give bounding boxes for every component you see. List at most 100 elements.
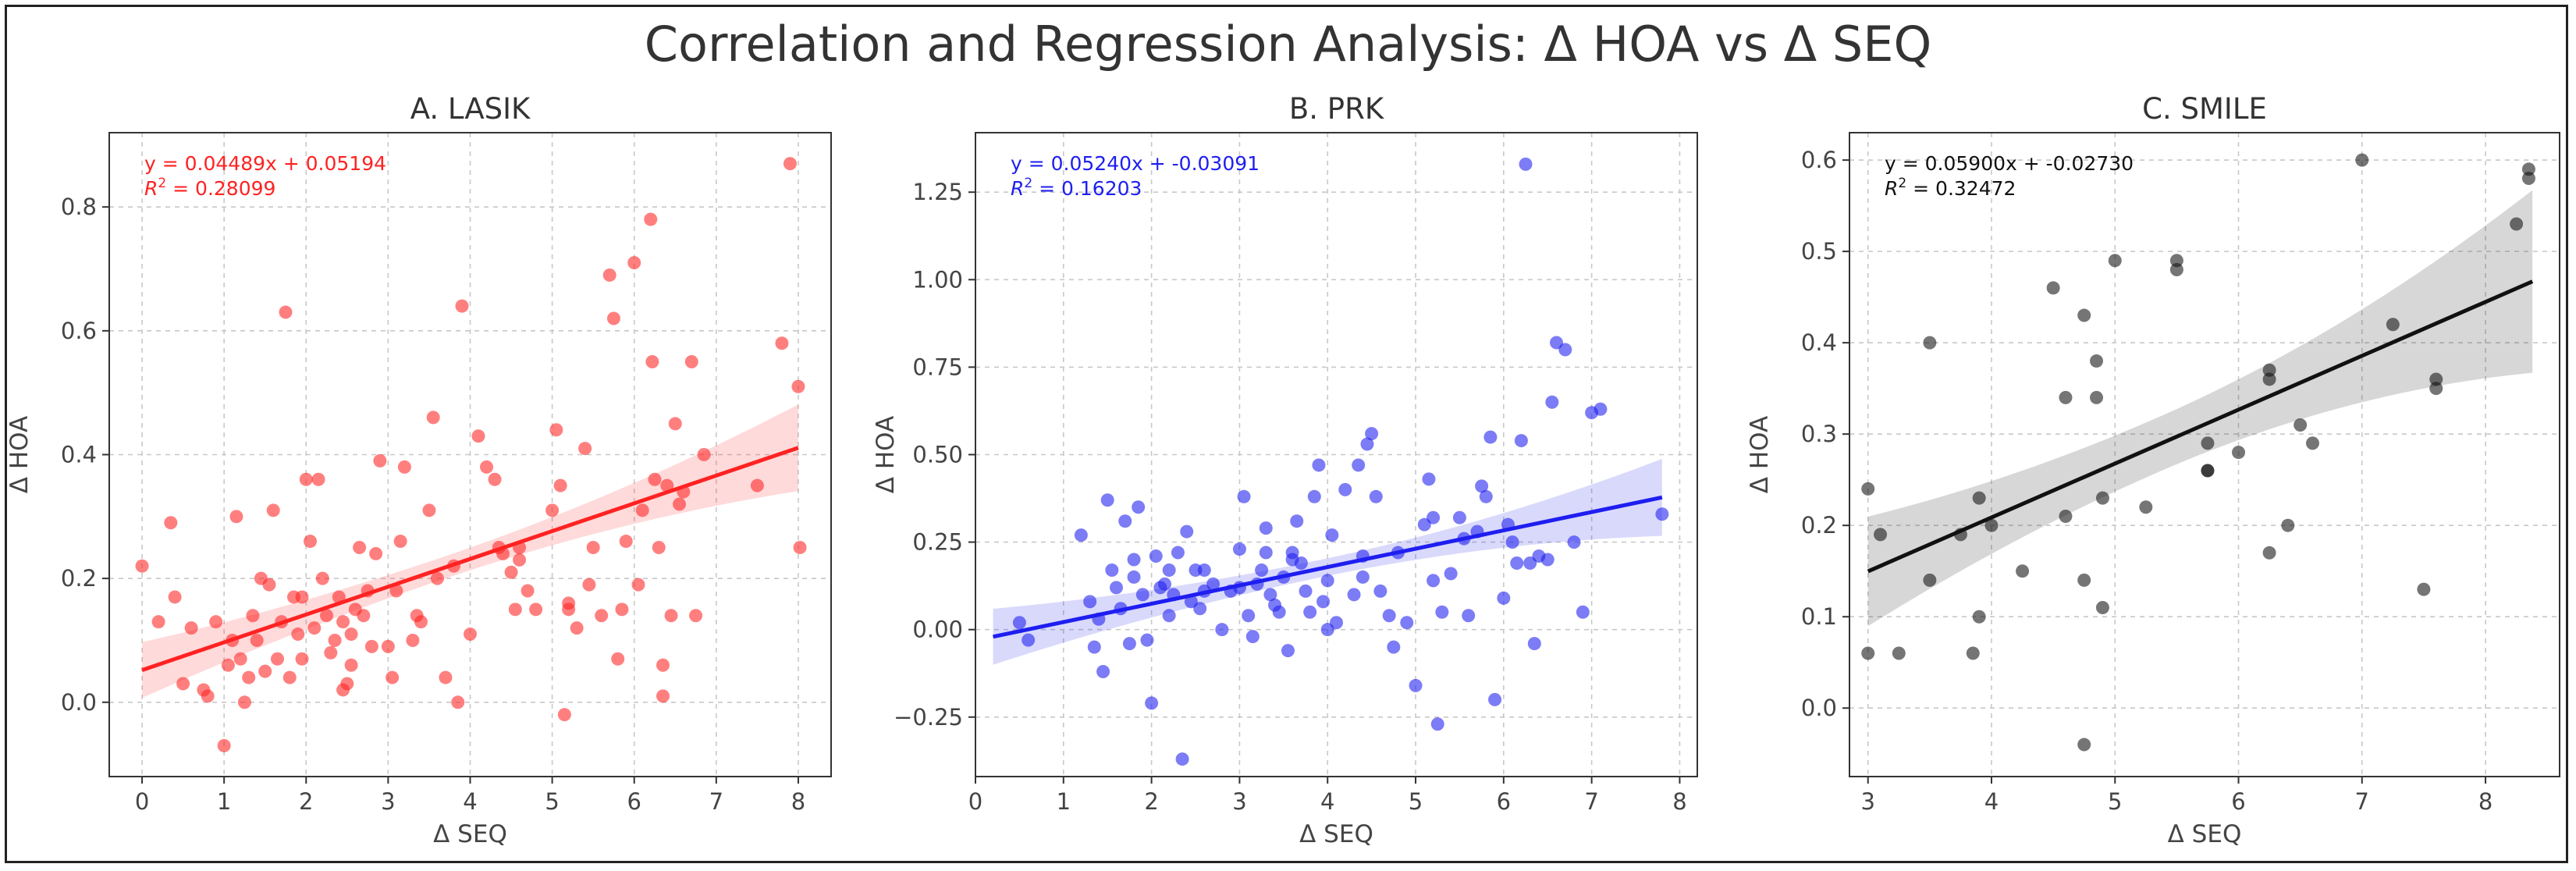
data-point [304, 535, 318, 549]
x-tick-label: 8 [1672, 788, 1686, 815]
data-point [791, 379, 805, 393]
data-point [615, 603, 629, 617]
panel-A: 0 1 2 3 4 5 6 7 8 0.0 0.2 0.4 0.6 0.8 A. LASIK Δ SEQ Δ H… [5, 92, 832, 848]
data-point [1022, 633, 1036, 647]
panel-C: 3 4 5 6 7 8 0.0 0.1 0.2 0.3 0.4 0.5 0.6 C. SMILE Δ SEQ… [1746, 92, 2560, 848]
data-point [1245, 630, 1260, 644]
data-point [336, 615, 350, 629]
data-point [1105, 563, 1119, 577]
data-point [258, 664, 272, 678]
data-point [386, 670, 400, 684]
data-point [595, 609, 609, 623]
data-point [221, 658, 235, 672]
data-point [201, 689, 215, 703]
y-tick-label: 0.1 [1801, 603, 1837, 630]
y-tick-label: 1.25 [912, 179, 963, 205]
x-tick-label: 2 [1144, 788, 1158, 815]
data-point [2305, 436, 2319, 450]
data-point [1479, 489, 1493, 503]
plot-frame [975, 132, 1698, 777]
data-point [793, 540, 807, 554]
data-point [426, 411, 440, 425]
data-point [1369, 489, 1383, 503]
data-point [775, 336, 789, 350]
data-point [1475, 479, 1489, 493]
data-point [606, 311, 620, 325]
data-point [1206, 577, 1220, 591]
y-tick-label: 0.0 [1801, 695, 1837, 721]
data-point [279, 305, 293, 319]
data-point [2090, 390, 2104, 404]
data-point [242, 670, 256, 684]
data-point [246, 609, 260, 623]
data-point [1497, 591, 1511, 605]
data-point [1505, 535, 1519, 549]
data-point [1435, 605, 1449, 619]
data-point [1285, 553, 1299, 567]
data-point [1215, 623, 1229, 637]
data-point [471, 429, 485, 443]
data-point [1299, 584, 1313, 598]
x-tick-label: 5 [1409, 788, 1423, 815]
data-point [2294, 418, 2308, 432]
data-point [2077, 573, 2091, 587]
r-squared: R2 = 0.32472 [1885, 176, 2016, 200]
data-point [648, 472, 662, 486]
data-point [1127, 553, 1141, 567]
data-point [455, 299, 469, 313]
data-point [1180, 524, 1194, 539]
x-tick-label: 5 [2108, 788, 2122, 815]
data-point [151, 615, 165, 629]
data-point [1193, 602, 1207, 616]
data-point [2077, 308, 2091, 322]
data-point [1373, 584, 1387, 598]
data-point [2169, 254, 2183, 268]
data-point [1237, 489, 1251, 503]
confidence-band [1867, 190, 2533, 627]
data-point [1576, 605, 1590, 619]
data-point [340, 677, 354, 691]
data-point [2521, 162, 2535, 176]
y-axis-label: Δ HOA [872, 416, 900, 493]
data-point [652, 540, 666, 554]
regression-equation: y = 0.05900x + -0.02730 [1885, 152, 2134, 175]
data-point [1312, 458, 1326, 472]
data-point [1365, 427, 1379, 441]
x-tick-label: 3 [1861, 788, 1875, 815]
data-point [1545, 395, 1559, 409]
y-tick-label: 0.2 [1801, 512, 1837, 539]
x-tick-label: 2 [299, 788, 313, 815]
data-point [2510, 217, 2524, 231]
y-tick-label: 0.4 [61, 442, 97, 468]
data-point [553, 478, 567, 492]
data-point [1519, 157, 1533, 171]
regression-equation: y = 0.05240x + -0.03091 [1011, 152, 1260, 175]
confidence-band [993, 458, 1662, 665]
y-tick-label: 0.3 [1801, 421, 1837, 447]
data-point [1140, 633, 1154, 647]
data-point [1145, 696, 1159, 710]
data-point [645, 355, 659, 369]
y-tick-label: 0.4 [1801, 329, 1837, 356]
data-point [2262, 546, 2276, 560]
data-point [644, 212, 658, 226]
data-point [1232, 542, 1246, 556]
data-point [2262, 363, 2276, 377]
data-point [406, 633, 420, 647]
data-point [504, 565, 518, 579]
data-point [488, 472, 502, 486]
data-point [2355, 153, 2369, 167]
x-axis-label: Δ SEQ [2168, 820, 2242, 848]
x-tick-label: 3 [381, 788, 395, 815]
data-point [1514, 434, 1528, 448]
data-point [1655, 507, 1669, 521]
data-point [1527, 637, 1541, 651]
y-tick-label: 0.75 [912, 354, 963, 380]
x-tick-label: 7 [2355, 788, 2369, 815]
r-squared: R2 = 0.28099 [144, 176, 275, 200]
data-point [1255, 563, 1269, 577]
data-point [1427, 574, 1441, 588]
data-point [2429, 372, 2443, 386]
x-tick-label: 4 [1984, 788, 1999, 815]
data-point [315, 571, 329, 585]
